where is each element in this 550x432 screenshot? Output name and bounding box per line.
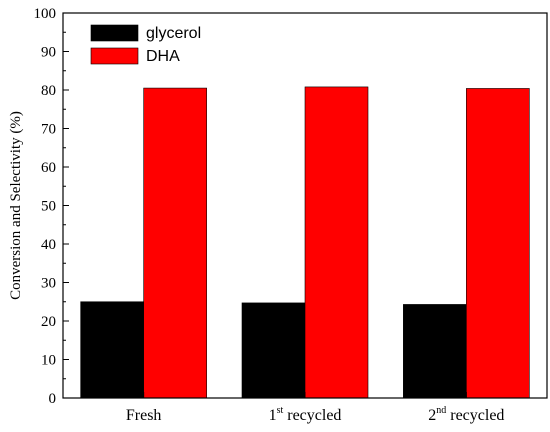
y-tick-label: 0 (49, 391, 57, 407)
bar-glycerol-1 (80, 301, 144, 399)
legend: glycerol DHA (90, 24, 201, 65)
bars (80, 86, 530, 399)
bar-dha-1 (143, 87, 207, 399)
bar-glycerol-3 (403, 304, 467, 399)
y-axis: 0 10 20 30 40 50 60 70 80 90 100 (34, 6, 69, 407)
y-tick-label: 40 (41, 237, 56, 253)
bar-glycerol-2 (241, 302, 306, 399)
legend-label-dha: DHA (146, 48, 180, 65)
y-tick-label: 80 (41, 83, 56, 99)
y-tick-label: 20 (41, 314, 56, 330)
x-category-label: 2nd recycled (428, 405, 504, 424)
y-tick-label: 60 (41, 160, 56, 176)
legend-swatch-dha (90, 47, 139, 65)
x-category-label: 1st recycled (269, 405, 342, 424)
y-tick-label: 90 (41, 45, 56, 61)
y-axis-title: Conversion and Selectivity (%) (8, 111, 24, 300)
x-axis: Fresh 1st recycled 2nd recycled (126, 392, 504, 424)
y-tick-label: 100 (34, 6, 57, 22)
y-tick-label: 30 (41, 276, 56, 292)
bar-dha-2 (304, 86, 369, 399)
legend-label-glycerol: glycerol (146, 25, 201, 42)
y-tick-label: 10 (41, 353, 56, 369)
x-category-label: Fresh (126, 407, 162, 424)
bar-dha-3 (466, 88, 530, 399)
y-tick-label: 50 (41, 199, 56, 215)
legend-swatch-glycerol (90, 24, 139, 42)
y-tick-label: 70 (41, 122, 56, 138)
